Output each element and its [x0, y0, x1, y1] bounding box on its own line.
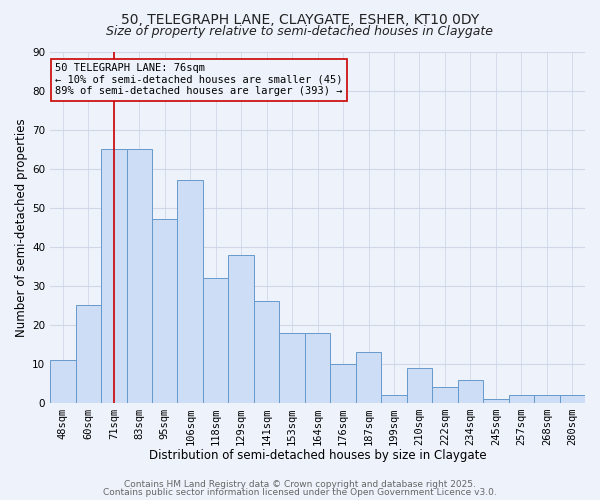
Text: Contains HM Land Registry data © Crown copyright and database right 2025.: Contains HM Land Registry data © Crown c… — [124, 480, 476, 489]
Bar — [101, 149, 127, 403]
Bar — [178, 180, 203, 403]
Bar — [76, 306, 101, 403]
Bar — [407, 368, 432, 403]
Bar — [534, 395, 560, 403]
Bar — [229, 254, 254, 403]
Bar — [127, 149, 152, 403]
Bar — [203, 278, 229, 403]
Bar — [254, 302, 280, 403]
Bar — [305, 332, 331, 403]
Bar — [509, 395, 534, 403]
Text: Size of property relative to semi-detached houses in Claygate: Size of property relative to semi-detach… — [107, 25, 493, 38]
Bar — [381, 395, 407, 403]
Bar — [331, 364, 356, 403]
Bar — [458, 380, 483, 403]
Bar — [432, 388, 458, 403]
X-axis label: Distribution of semi-detached houses by size in Claygate: Distribution of semi-detached houses by … — [149, 450, 487, 462]
Y-axis label: Number of semi-detached properties: Number of semi-detached properties — [15, 118, 28, 336]
Text: 50 TELEGRAPH LANE: 76sqm
← 10% of semi-detached houses are smaller (45)
89% of s: 50 TELEGRAPH LANE: 76sqm ← 10% of semi-d… — [55, 63, 343, 96]
Text: 50, TELEGRAPH LANE, CLAYGATE, ESHER, KT10 0DY: 50, TELEGRAPH LANE, CLAYGATE, ESHER, KT1… — [121, 12, 479, 26]
Bar — [356, 352, 381, 403]
Bar — [280, 332, 305, 403]
Bar — [483, 399, 509, 403]
Bar — [50, 360, 76, 403]
Bar — [560, 395, 585, 403]
Text: Contains public sector information licensed under the Open Government Licence v3: Contains public sector information licen… — [103, 488, 497, 497]
Bar — [152, 220, 178, 403]
